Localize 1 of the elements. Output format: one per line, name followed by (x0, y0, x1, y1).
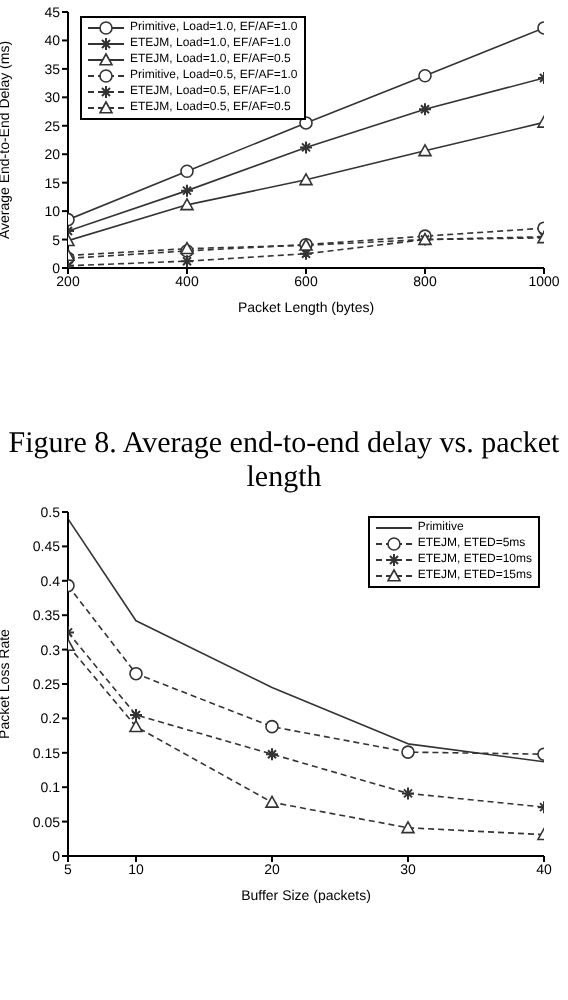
caption: Figure 8. Average end-to-end delay vs. packet length (6, 426, 562, 498)
